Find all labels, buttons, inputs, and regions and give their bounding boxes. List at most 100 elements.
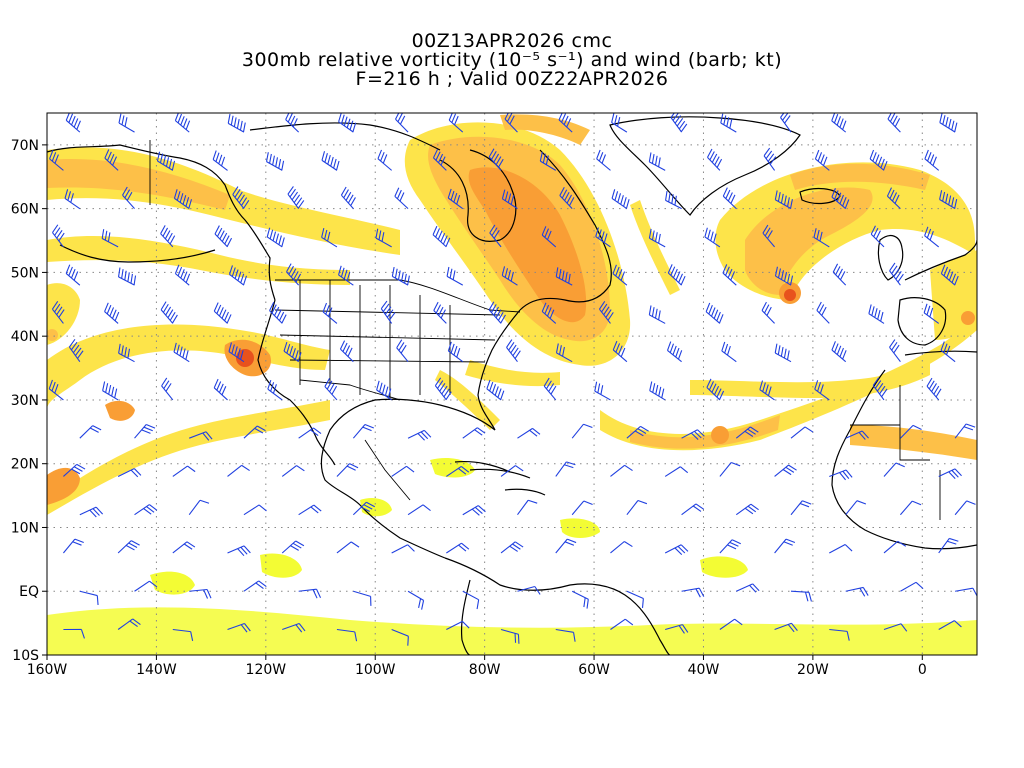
wind-barb: [889, 339, 901, 363]
wind-barb: [900, 581, 924, 592]
wind-barb: [338, 265, 354, 286]
wind-barb: [63, 463, 86, 477]
wind-barb: [214, 225, 233, 248]
wind-barb: [160, 301, 178, 324]
wind-barb: [102, 381, 119, 401]
wind-barb: [612, 340, 628, 363]
wind-barb: [829, 544, 853, 554]
coast-cuba: [454, 460, 511, 473]
lat-lon-grid: [47, 113, 977, 655]
wind-barb: [954, 423, 976, 439]
wind-barb: [790, 426, 814, 439]
wind-barb: [446, 620, 470, 630]
wind-barb: [243, 504, 267, 516]
vort-max-pacific-west: [47, 329, 58, 341]
vort-band-se-us: [465, 360, 560, 387]
wind-barb: [391, 628, 409, 646]
coast-south-america-west: [460, 579, 471, 655]
wind-barb: [923, 303, 940, 324]
wind-barb: [665, 624, 689, 634]
wind-barb: [594, 381, 611, 401]
wind-barb: [664, 466, 689, 477]
wind-barb: [391, 465, 415, 477]
wind-barb: [924, 149, 940, 171]
wind-barb: [664, 544, 689, 555]
wind-barb: [940, 264, 959, 286]
wind-barb: [266, 227, 285, 248]
vort-band-subtropical: [47, 400, 330, 515]
coast-us-east: [477, 309, 521, 431]
wind-barb: [719, 461, 741, 477]
wind-barb: [51, 300, 65, 324]
wind-barb: [352, 501, 376, 516]
wind-barb: [939, 190, 958, 210]
wind-barb: [720, 113, 737, 133]
wind-barb: [761, 301, 775, 324]
wind-barb: [447, 188, 464, 210]
wind-barb: [541, 302, 557, 324]
wind-barb: [64, 189, 81, 210]
wind-barb: [380, 300, 396, 324]
wind-barb: [336, 541, 360, 554]
coast-africa: [831, 369, 977, 550]
wind-barb: [63, 628, 85, 639]
wind-barb: [500, 541, 524, 554]
wind-barb: [486, 379, 505, 401]
wind-barb: [648, 152, 666, 171]
wind-barb: [79, 425, 102, 439]
wind-barb: [338, 113, 357, 133]
wind-barb: [559, 186, 575, 210]
lat-label-EQ: EQ: [19, 584, 39, 600]
wind-barb: [321, 151, 340, 171]
wind-barb: [816, 301, 830, 324]
wind-barb: [432, 149, 447, 171]
wind-barb: [160, 225, 176, 248]
wind-barb: [555, 343, 573, 363]
vort-band-west-atlantic: [630, 200, 680, 295]
wind-barb: [735, 426, 759, 439]
wind-barb: [134, 504, 158, 516]
wind-barb: [626, 500, 648, 516]
wind-barb: [213, 378, 228, 401]
wind-barb: [68, 339, 84, 363]
wind-barb: [298, 427, 322, 439]
wind-barb: [433, 301, 447, 324]
wind-barb: [681, 587, 705, 598]
wind-barb: [407, 590, 425, 610]
wind-barb: [285, 113, 300, 133]
wind-barb: [340, 186, 356, 210]
wind-barb: [759, 380, 775, 401]
lat-label-60N: 60N: [11, 202, 39, 218]
wind-barb: [648, 305, 666, 324]
wind-barb: [446, 266, 464, 286]
coast-europe: [904, 239, 977, 281]
wind-barb: [101, 229, 119, 248]
wind-barb: [883, 462, 905, 477]
wind-barb: [790, 590, 812, 602]
wind-barb: [352, 423, 374, 439]
wind-barb: [446, 465, 470, 477]
title-field: 300mb relative vorticity (10⁻⁵ s⁻¹) and …: [241, 49, 783, 71]
wind-barb: [596, 149, 611, 171]
wind-barb: [227, 622, 251, 633]
wind-barb: [774, 266, 794, 286]
vort-band-greenland: [500, 114, 590, 145]
wind-barb: [188, 499, 210, 516]
vort-max-calif: [236, 349, 254, 367]
wind-barb: [227, 113, 246, 133]
lat-label-40N: 40N: [11, 329, 39, 345]
wind-barb: [118, 113, 135, 133]
wind-barb: [65, 113, 81, 133]
wind-barb: [488, 148, 504, 171]
wind-barb: [626, 425, 649, 439]
coast-caribbean: [469, 468, 546, 496]
wind-barb: [670, 113, 688, 133]
wind-barb: [501, 189, 518, 210]
wind-barb: [446, 542, 470, 554]
coast-uk: [877, 234, 904, 281]
wind-barb: [869, 149, 888, 171]
lon-label-80W: 80W: [469, 662, 501, 678]
wind-barb: [595, 227, 611, 248]
wind-barb: [79, 506, 104, 518]
coastlines: [47, 116, 977, 655]
